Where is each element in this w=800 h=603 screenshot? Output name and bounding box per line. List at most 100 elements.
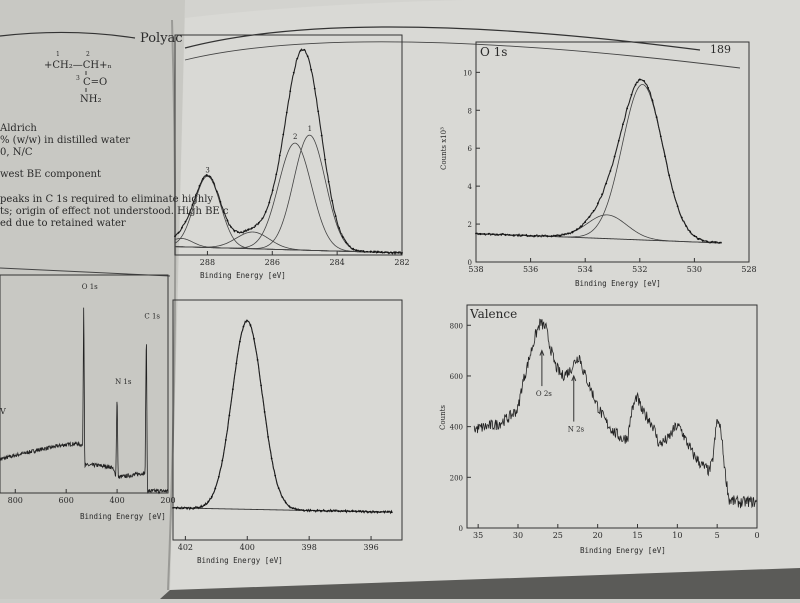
data-point [302,509,305,512]
data-point [668,174,671,177]
data-point [253,337,255,340]
data-point [580,225,582,228]
data-point [296,57,299,60]
data-point [483,232,486,235]
data-point [309,509,312,512]
right-page [170,0,800,590]
data-point [330,510,333,512]
text-line: % (w/w) in distilled water [0,135,130,146]
data-point [387,251,389,254]
data-point [369,251,372,253]
data-point [496,233,498,236]
data-point [207,500,210,503]
data-point [174,235,176,238]
n1s-xtick-label: 400 [240,543,255,552]
data-point [205,174,208,177]
data-point [260,384,262,387]
data-point [376,251,379,254]
data-point [397,251,400,254]
data-point [316,509,319,512]
data-point [320,134,323,137]
data-point [264,210,267,213]
data-point [504,233,507,236]
left-page [0,0,185,599]
data-point [647,87,650,89]
data-point [664,155,666,158]
data-point [291,507,294,510]
data-point [261,217,264,220]
o1s-frame [475,41,750,263]
n1s-chart: 402 400 398 396 [172,299,403,552]
data-point [186,507,188,509]
data-point [538,235,540,237]
data-point [588,216,591,218]
valence-xlabel: Binding Energy [eV] [580,546,666,555]
data-point [533,234,536,237]
survey-peak-label: C 1s [144,313,160,321]
data-point [239,340,241,343]
data-point [601,193,603,196]
data-point [317,110,320,113]
data-point [584,221,587,223]
data-point [622,123,624,126]
data-point [487,233,490,235]
valence-chart: 35 30 25 20 15 10 5 0 0 200 400 600 800 O 2s N 2s [450,304,760,540]
data-point [341,510,344,513]
data-point [323,509,326,512]
data-point [376,510,379,513]
data-point [689,231,692,233]
data-point [379,511,382,513]
valence-frame [466,304,758,529]
data-point [348,510,351,513]
data-point [195,194,197,197]
data-point [362,250,365,253]
data-point [235,362,238,365]
data-point [546,235,549,237]
o1s-ytick-label: 4 [468,183,473,191]
data-point [188,213,190,215]
text-line: ts; origin of effect not understood. Hig… [0,206,229,217]
data-point [491,233,494,236]
data-point [210,495,213,498]
data-point [236,231,239,234]
valence-xtick-label: 20 [593,531,603,540]
data-point [267,436,270,438]
data-point [714,241,717,244]
right-header-rule-2 [184,41,741,69]
data-point [366,250,368,253]
data-point [390,511,393,514]
valence-annotation: N 2s [568,426,585,434]
data-point [214,487,217,490]
survey-xlabel: Binding Energy [eV] [80,512,166,521]
right-header-rule [184,26,701,51]
c1s-component-label: 2 [293,133,297,141]
data-point [331,199,334,202]
data-point [693,235,696,237]
n1s-frame [172,299,403,541]
formula-amine: NH₂ [80,94,101,105]
data-point [184,220,187,223]
data-point [372,510,375,513]
c1s-xlabel: Binding Energy [eV] [200,271,286,280]
data-point [710,241,713,244]
data-point [605,182,608,185]
data-point [373,251,375,254]
valence-spectrum-line [473,318,758,509]
data-point [299,49,302,52]
valence-ytick-label: 400 [450,424,463,432]
data-point [175,507,178,509]
o1s-envelope [475,78,722,244]
data-point [630,93,633,96]
data-point [355,510,358,513]
valence-xtick-label: 5 [715,531,720,540]
text-line: 0, N/C [0,147,33,158]
data-point [295,508,298,511]
book-gutter [167,19,177,591]
data-point [233,229,236,232]
data-point [479,232,482,235]
o1s-ytick-label: 10 [463,69,472,77]
data-point [559,234,561,237]
data-point [209,175,211,178]
data-point [305,509,308,512]
data-point [638,78,641,81]
